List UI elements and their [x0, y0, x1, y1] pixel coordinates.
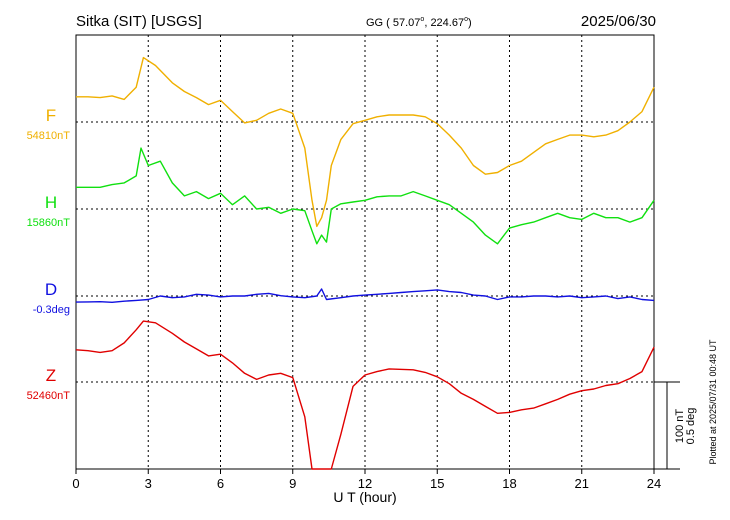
- station-title: Sitka (SIT) [USGS]: [76, 13, 202, 30]
- series-line-f: [76, 56, 655, 228]
- component-labels: F 54810nT H 15860nT D -0.3deg Z 52460nT: [27, 106, 71, 402]
- scale-label-deg: 0.5 deg: [685, 408, 697, 445]
- component-name-z: Z: [46, 366, 56, 385]
- plotted-timestamp: Plotted at 2025/07/31 00:48 UT: [708, 339, 718, 465]
- x-tick-label: 18: [502, 476, 516, 491]
- x-tick-label: 6: [217, 476, 224, 491]
- grid-lines: [76, 35, 654, 469]
- component-name-h: H: [45, 193, 57, 212]
- station-coordinates: GG ( 57.07o, 224.67o): [366, 16, 472, 29]
- component-name-f: F: [46, 106, 56, 125]
- x-axis-label: U T (hour): [333, 489, 396, 505]
- plot-date: 2025/06/30: [581, 13, 656, 30]
- series-lines: [75, 56, 655, 470]
- x-tick-label: 9: [289, 476, 296, 491]
- x-tick-label: 24: [647, 476, 661, 491]
- series-line-h: [76, 147, 655, 245]
- series-line-z: [75, 320, 655, 470]
- x-tick-label: 3: [145, 476, 152, 491]
- component-baseline-z: 52460nT: [27, 390, 71, 402]
- component-baseline-d: -0.3deg: [33, 304, 70, 316]
- component-baseline-h: 15860nT: [27, 217, 71, 229]
- scale-bar: 100 nT 0.5 deg: [654, 381, 697, 470]
- scale-label-nt: 100 nT: [674, 409, 686, 444]
- x-tick-label: 0: [72, 476, 79, 491]
- component-baseline-f: 54810nT: [27, 130, 71, 142]
- x-tick-label: 21: [575, 476, 589, 491]
- series-line-d: [75, 288, 655, 303]
- x-axis-ticks: 0 3 6 9 12 15 18 21 24: [72, 469, 661, 491]
- x-tick-label: 15: [430, 476, 444, 491]
- component-name-d: D: [45, 280, 57, 299]
- x-tick-label: 12: [358, 476, 372, 491]
